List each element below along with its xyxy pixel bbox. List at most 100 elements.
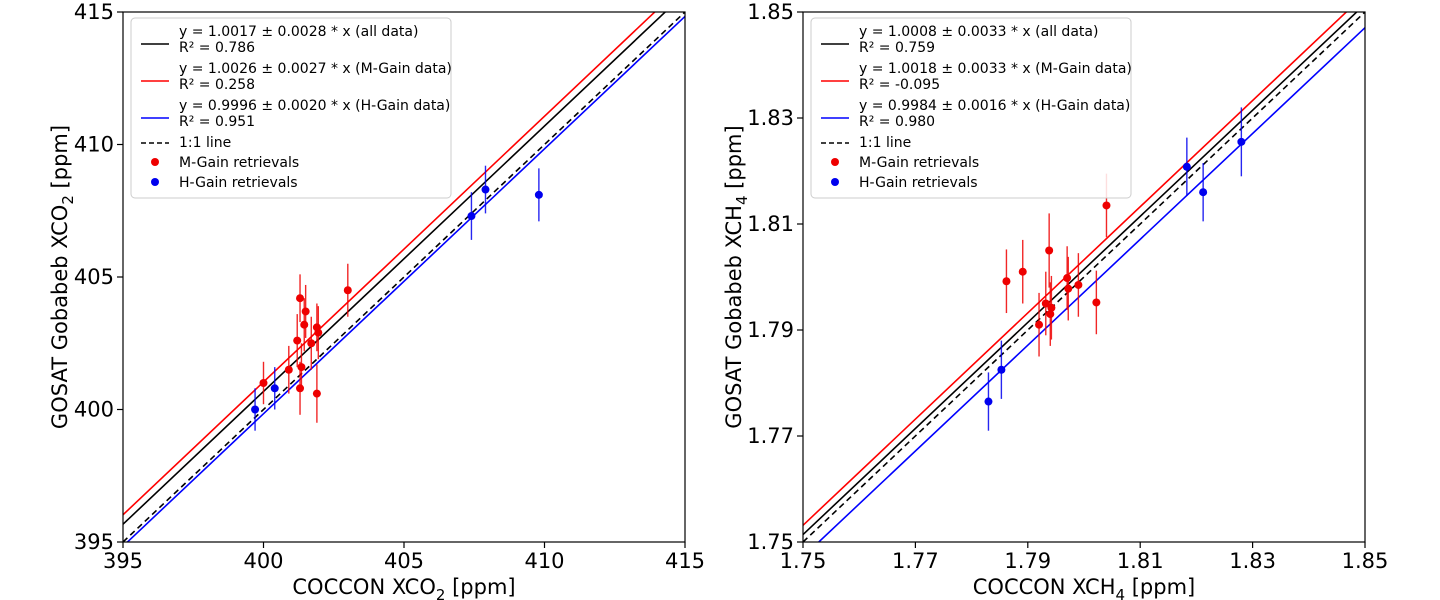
legend-box: [130, 17, 452, 199]
data-point: [1041, 299, 1050, 308]
data-point: [481, 185, 490, 194]
legend-entry-line-4: 1:1 line: [141, 135, 231, 151]
x-axis-label: COCCON XCO2 [ppm]: [292, 575, 515, 600]
y-tick-label: 1.75: [747, 530, 794, 554]
legend-marker: [151, 158, 159, 166]
y-tick-label: 400: [74, 398, 114, 422]
fit-line-2: [803, 12, 1348, 526]
series-m-gain: [259, 263, 352, 423]
fit-line-3: [126, 15, 685, 542]
series-h-gain: [984, 107, 1246, 431]
data-point: [251, 405, 260, 414]
data-point: [296, 384, 305, 393]
y-axis-label: GOSAT Gobabeb XCH4 [ppm]: [722, 125, 751, 428]
legend-entry-m-gain: M-Gain retrievals: [151, 155, 299, 171]
y-tick-label: 410: [74, 133, 114, 157]
legend-r2: R² = 0.759: [859, 40, 935, 56]
data-point: [1035, 320, 1044, 329]
legend-label: y = 1.0017 ± 0.0028 * x (all data): [179, 24, 418, 40]
data-point: [1074, 280, 1083, 289]
x-tick-label: 410: [524, 549, 564, 573]
data-point: [1047, 303, 1056, 312]
y-tick-label: 1.77: [747, 424, 794, 448]
x-tick-label: 1.81: [1117, 549, 1164, 573]
y-tick-label: 1.85: [747, 0, 794, 24]
x-axis-label: COCCON XCH4 [ppm]: [973, 575, 1195, 600]
legend-entry-h-gain: H-Gain retrievals: [151, 175, 298, 191]
legend-r2: R² = -0.095: [859, 77, 940, 93]
data-point: [314, 328, 323, 337]
data-point: [467, 212, 476, 221]
plot-area: [123, 12, 685, 542]
legend-entry-line-2: y = 1.0018 ± 0.0033 * x (M-Gain data)R² …: [821, 61, 1132, 93]
data-point: [296, 294, 305, 303]
y-tick-label: 1.83: [747, 106, 794, 130]
data-point: [293, 336, 302, 345]
fit-line-4: [803, 12, 1365, 542]
plot-area: [803, 12, 1365, 542]
data-point: [1002, 277, 1011, 286]
legend-entry-line-2: y = 1.0026 ± 0.0027 * x (M-Gain data)R² …: [141, 61, 452, 93]
y-tick-label: 1.79: [747, 318, 794, 342]
chart-panel-2: 1.75 1.77 1.79 1.81 1.83 1.85 1.75 1.77 1.79 1.81…: [722, 0, 1388, 600]
data-point: [1237, 137, 1246, 146]
y-tick-label: 405: [74, 265, 114, 289]
legend-label: 1:1 line: [179, 135, 231, 151]
legend-label: H-Gain retrievals: [859, 175, 978, 191]
fit-line-2: [123, 12, 656, 516]
data-point: [1092, 298, 1101, 307]
legend-r2: R² = 0.980: [859, 114, 935, 130]
legend-label: y = 0.9996 ± 0.0020 * x (H-Gain data): [179, 98, 450, 114]
legend-marker: [831, 178, 839, 186]
legend-label: y = 1.0026 ± 0.0027 * x (M-Gain data): [179, 61, 452, 77]
data-point: [270, 384, 279, 393]
legend-marker: [831, 158, 839, 166]
legend-label: H-Gain retrievals: [179, 175, 298, 191]
series-m-gain: [1002, 173, 1111, 357]
x-tick-label: 1.83: [1229, 549, 1276, 573]
legend-entry-line-4: 1:1 line: [821, 135, 911, 151]
data-point: [997, 365, 1006, 374]
fit-line-1: [123, 12, 667, 525]
y-tick-label: 395: [74, 530, 114, 554]
legend-entry-m-gain: M-Gain retrievals: [831, 155, 979, 171]
data-point: [1182, 162, 1191, 171]
legend-label: M-Gain retrievals: [179, 155, 299, 171]
data-point: [307, 339, 316, 348]
data-point: [1064, 284, 1073, 293]
legend-entry-h-gain: H-Gain retrievals: [831, 175, 978, 191]
x-tick-label: 405: [384, 549, 424, 573]
legend-entry-line-1: y = 1.0008 ± 0.0033 * x (all data)R² = 0…: [821, 24, 1098, 56]
data-point: [301, 307, 310, 316]
fit-line-3: [817, 27, 1365, 542]
data-point: [1046, 310, 1055, 319]
data-point: [1063, 274, 1072, 283]
legend-r2: R² = 0.786: [179, 40, 255, 56]
legend-box: [810, 17, 1132, 199]
y-axis-label: GOSAT Gobabeb XCO2 [ppm]: [48, 125, 77, 429]
data-point: [534, 190, 543, 199]
legend: y = 1.0008 ± 0.0033 * x (all data)R² = 0…: [810, 17, 1132, 199]
x-tick-label: 1.77: [892, 549, 939, 573]
y-tick-label: 1.81: [747, 212, 794, 236]
series-h-gain: [251, 165, 543, 431]
legend-marker: [151, 178, 159, 186]
data-point: [1018, 267, 1027, 276]
legend-r2: R² = 0.951: [179, 114, 255, 130]
data-point: [259, 379, 268, 387]
data-point: [343, 286, 352, 295]
x-tick-label: 1.79: [1004, 549, 1051, 573]
legend-label: 1:1 line: [859, 135, 911, 151]
data-point: [1045, 246, 1054, 255]
x-tick-label: 1.85: [1342, 549, 1389, 573]
chart-panel-1: 395 400 405 410 415 395 400 405 410 415 COCCON XCO…: [48, 0, 705, 600]
data-point: [1199, 188, 1208, 197]
x-tick-label: 1.75: [780, 549, 827, 573]
fit-line-4: [123, 12, 685, 542]
legend-label: M-Gain retrievals: [859, 155, 979, 171]
x-tick-label: 400: [243, 549, 283, 573]
legend-label: y = 1.0018 ± 0.0033 * x (M-Gain data): [859, 61, 1132, 77]
legend-entry-line-3: y = 0.9996 ± 0.0020 * x (H-Gain data)R² …: [141, 98, 450, 130]
